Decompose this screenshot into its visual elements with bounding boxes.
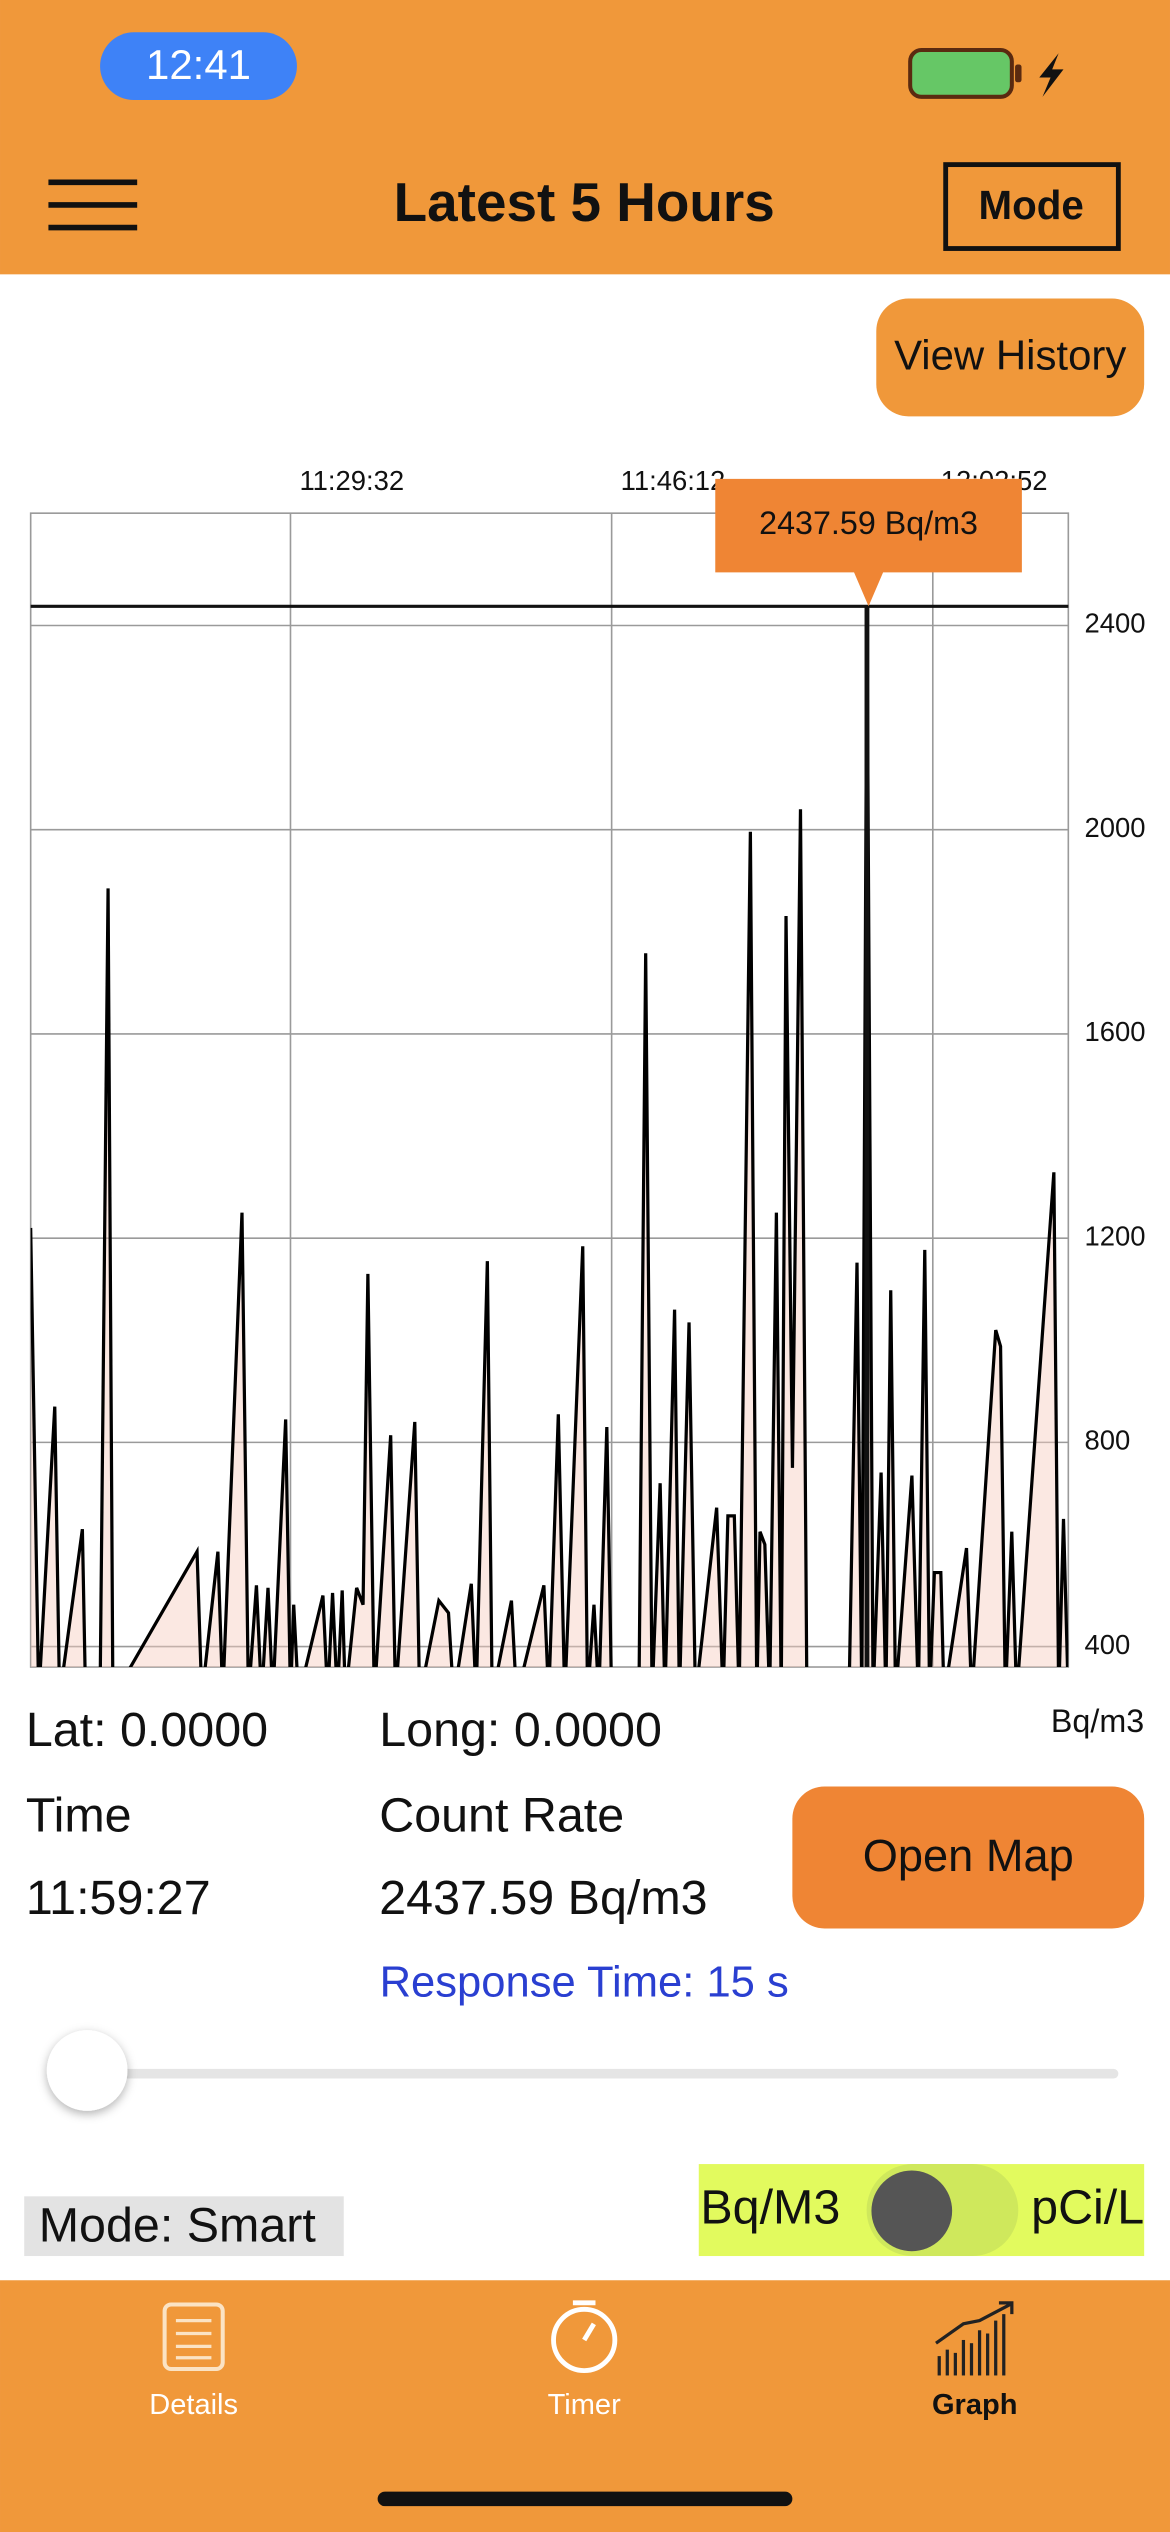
y-tick-label: 800 [1084,1425,1130,1456]
y-tick-label: 400 [1084,1629,1130,1660]
y-tick-label: 1200 [1084,1220,1145,1251]
chart: 11:29:3211:46:1212:02:524008001200160020… [29,465,1145,1739]
tooltip-box [715,478,1022,607]
y-tick-label: 2400 [1084,608,1145,639]
tab-graph[interactable]: Graph [932,2301,1018,2421]
mode-bg [24,2196,344,2257]
response-time: Response Time: 15 s [380,1958,789,2006]
time-label: Time [26,1788,132,1842]
view-history-label: View History [894,331,1126,378]
unit-left: Bq/M3 [700,2181,840,2235]
y-unit: Bq/m3 [1051,1703,1144,1739]
home-indicator [377,2491,793,2507]
mode-button-label: Mode [979,182,1084,228]
time-value: 11:59:27 [26,1871,211,1925]
y-tick-label: 2000 [1084,812,1145,843]
open-map-button[interactable]: Open Map [792,1786,1145,1929]
y-tick-label: 1600 [1084,1016,1145,1047]
header-title: Latest 5 Hours [394,171,775,233]
tab-timer[interactable]: Timer [548,2300,621,2421]
open-map-label: Open Map [863,1830,1074,1881]
tab-label: Graph [932,2389,1018,2421]
battery [908,48,1064,99]
response-slider[interactable] [46,2030,1119,2111]
x-tick-label: 11:46:12 [621,465,726,496]
tab-label: Details [149,2389,238,2421]
count-rate-value: 2437.59 Bq/m3 [379,1871,707,1925]
tab-details[interactable]: Details [149,2302,238,2421]
status-time: 12:41 [146,41,251,88]
time-pill [100,32,297,101]
count-rate-label: Count Rate [379,1788,624,1842]
plot-area [30,606,1069,1668]
lat: Lat: 0.0000 [26,1703,268,1757]
menu-button[interactable] [39,166,149,243]
x-tick-label: 11:29:32 [299,465,404,496]
line [30,606,1069,1668]
unit-right: pCi/L [1031,2181,1144,2235]
long: Long: 0.0000 [379,1703,662,1757]
area [30,606,1068,1668]
view-history-button[interactable]: View History [876,298,1145,417]
mode-button[interactable]: Mode [943,162,1121,251]
tab-label: Timer [548,2389,621,2421]
mode-label: Mode: Smart [39,2198,317,2252]
unit-toggle[interactable]: Bq/M3 pCi/L [698,2164,1145,2257]
tooltip-label: 2437.59 Bq/m3 [759,505,978,541]
